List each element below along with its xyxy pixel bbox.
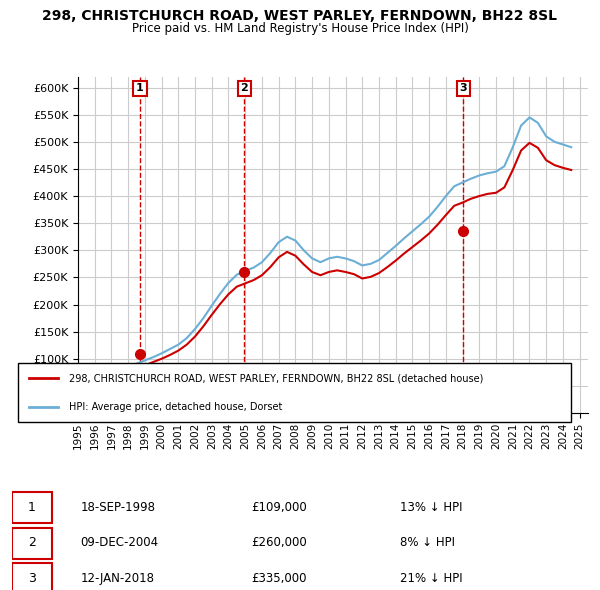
Text: 8% ↓ HPI: 8% ↓ HPI [400,536,455,549]
Text: 2: 2 [241,83,248,93]
Text: £260,000: £260,000 [251,536,307,549]
Text: 1: 1 [136,83,144,93]
FancyBboxPatch shape [18,363,571,421]
Text: 09-DEC-2004: 09-DEC-2004 [80,536,158,549]
Text: 21% ↓ HPI: 21% ↓ HPI [400,572,462,585]
Text: £109,000: £109,000 [251,501,307,514]
Text: 1: 1 [28,501,36,514]
Text: 3: 3 [28,572,36,585]
FancyBboxPatch shape [12,527,52,559]
FancyBboxPatch shape [12,492,52,523]
FancyBboxPatch shape [12,563,52,590]
Text: 18-SEP-1998: 18-SEP-1998 [80,501,155,514]
Text: 298, CHRISTCHURCH ROAD, WEST PARLEY, FERNDOWN, BH22 8SL (detached house): 298, CHRISTCHURCH ROAD, WEST PARLEY, FER… [69,373,484,383]
Text: 2: 2 [28,536,36,549]
Text: 12-JAN-2018: 12-JAN-2018 [80,572,154,585]
Text: 13% ↓ HPI: 13% ↓ HPI [400,501,462,514]
Text: £335,000: £335,000 [251,572,307,585]
Text: 3: 3 [459,83,467,93]
Text: Price paid vs. HM Land Registry's House Price Index (HPI): Price paid vs. HM Land Registry's House … [131,22,469,35]
Text: HPI: Average price, detached house, Dorset: HPI: Average price, detached house, Dors… [69,402,283,412]
Text: 298, CHRISTCHURCH ROAD, WEST PARLEY, FERNDOWN, BH22 8SL: 298, CHRISTCHURCH ROAD, WEST PARLEY, FER… [43,9,557,23]
